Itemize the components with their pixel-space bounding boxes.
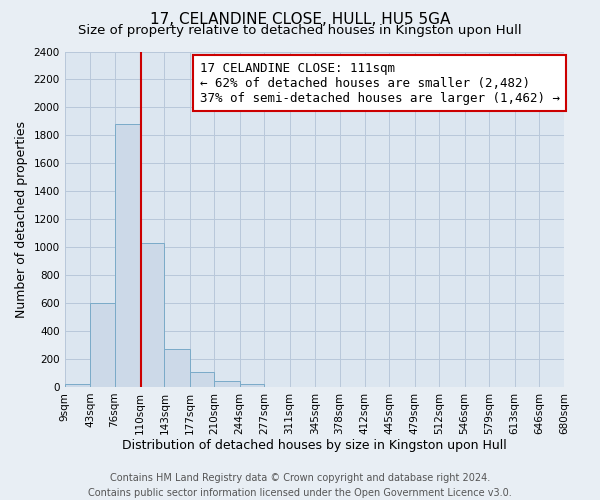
Bar [140, 243, 164, 387]
Bar [164, 348, 190, 387]
X-axis label: Distribution of detached houses by size in Kingston upon Hull: Distribution of detached houses by size … [122, 440, 507, 452]
Bar [115, 124, 140, 387]
Bar [240, 384, 264, 387]
Text: 17 CELANDINE CLOSE: 111sqm
← 62% of detached houses are smaller (2,482)
37% of s: 17 CELANDINE CLOSE: 111sqm ← 62% of deta… [200, 62, 560, 104]
Y-axis label: Number of detached properties: Number of detached properties [15, 120, 28, 318]
Bar [90, 303, 115, 387]
Bar [214, 380, 240, 387]
Text: 17, CELANDINE CLOSE, HULL, HU5 5GA: 17, CELANDINE CLOSE, HULL, HU5 5GA [150, 12, 450, 28]
Text: Contains HM Land Registry data © Crown copyright and database right 2024.
Contai: Contains HM Land Registry data © Crown c… [88, 472, 512, 498]
Bar [190, 372, 214, 387]
Text: Size of property relative to detached houses in Kingston upon Hull: Size of property relative to detached ho… [78, 24, 522, 37]
Bar [65, 384, 90, 387]
